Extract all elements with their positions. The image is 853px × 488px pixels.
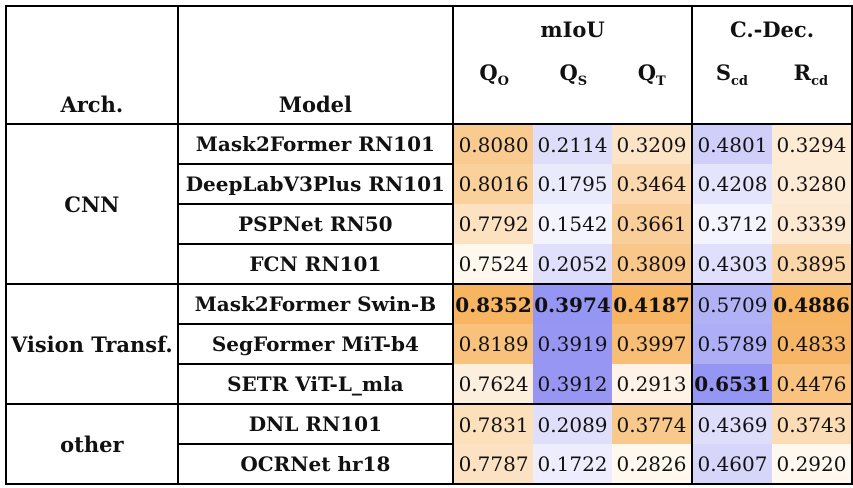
col-header-qo: QO [479, 60, 509, 90]
model-name-cell: PSPNet RN50 [176, 203, 455, 245]
value-cell: 0.7524 [452, 244, 534, 285]
value-cell: 0.3280 [771, 164, 853, 204]
value-cell: 0.2826 [612, 444, 693, 485]
miou-group-header: mIoU QO QS QT [452, 5, 693, 125]
model-name-cell: SETR ViT-L_mla [176, 363, 455, 405]
value-cell: 0.1542 [533, 204, 613, 244]
value-cell: 0.4369 [690, 403, 772, 444]
value-cell: 0.3712 [690, 204, 772, 244]
col-header-qs: QS [559, 60, 588, 90]
value-cell: 0.1722 [533, 444, 613, 485]
value-cell: 0.6531 [690, 364, 772, 405]
value-cell: 0.8352 [452, 283, 534, 324]
table-row: SegFormer MiT-b4 0.8189 0.3919 0.3997 0.5789… [6, 323, 853, 365]
table-row: OCRNet hr18 0.7787 0.1722 0.2826 0.4607 0.292… [6, 443, 853, 485]
value-cell: 0.1795 [533, 164, 613, 204]
arch-header: Arch. [5, 5, 179, 125]
value-cell: 0.8016 [452, 164, 534, 204]
value-cell: 0.4607 [690, 444, 772, 485]
value-cell: 0.3743 [771, 403, 853, 444]
value-cell: 0.3294 [771, 123, 853, 164]
value-cell: 0.4833 [771, 324, 853, 364]
value-cell: 0.4476 [771, 364, 853, 405]
value-cell: 0.4801 [690, 123, 772, 164]
results-table: Arch. Model mIoU QO QS QT C.-Dec. Scd Rc… [5, 5, 853, 485]
arch-group-label: Vision Transf. [5, 283, 179, 405]
value-cell: 0.7624 [452, 364, 534, 405]
value-cell: 0.4208 [690, 164, 772, 204]
value-cell: 0.3209 [612, 123, 693, 164]
miou-label: mIoU [540, 17, 605, 42]
value-cell: 0.7831 [452, 403, 534, 444]
value-cell: 0.3919 [533, 324, 613, 364]
value-cell: 0.3339 [771, 204, 853, 244]
table-row: CNN Mask2Former RN101 0.8080 0.2114 0.3209 0.… [5, 123, 853, 285]
value-cell: 0.3997 [612, 324, 693, 364]
value-cell: 0.2052 [533, 244, 613, 285]
col-header-rcd: Rcd [793, 60, 829, 90]
arch-group-label: CNN [5, 123, 179, 285]
model-name-cell: FCN RN101 [176, 243, 455, 285]
arch-group-label: other [5, 403, 179, 485]
value-cell: 0.7792 [452, 204, 534, 244]
value-cell: 0.4187 [612, 283, 693, 324]
value-cell: 0.5789 [690, 324, 772, 364]
value-cell: 0.3661 [612, 204, 693, 244]
value-cell: 0.8080 [452, 123, 534, 164]
value-cell: 0.3912 [533, 364, 613, 405]
cdec-label: C.-Dec. [729, 17, 815, 42]
value-cell: 0.7787 [452, 444, 534, 485]
table-row: PSPNet RN50 0.7792 0.1542 0.3661 0.3712 0.333… [6, 203, 853, 245]
table-row: other DNL RN101 0.7831 0.2089 0.3774 0.4369 0.… [5, 403, 853, 485]
value-cell: 0.4303 [690, 244, 772, 285]
model-name-cell: DNL RN101 [176, 403, 455, 445]
value-cell: 0.3974 [533, 283, 613, 324]
value-cell: 0.2114 [533, 123, 613, 164]
value-cell: 0.3464 [612, 164, 693, 204]
model-name-cell: DeepLabV3Plus RN101 [176, 163, 455, 205]
value-cell: 0.8189 [452, 324, 534, 364]
table-row: DeepLabV3Plus RN101 0.8016 0.1795 0.3464 0.4… [6, 163, 853, 205]
value-cell: 0.3809 [612, 244, 693, 285]
value-cell: 0.5709 [690, 283, 772, 324]
model-name-cell: Mask2Former Swin-B [176, 283, 455, 325]
value-cell: 0.4886 [771, 283, 853, 324]
value-cell: 0.3774 [612, 403, 693, 444]
table-row: SETR ViT-L_mla 0.7624 0.3912 0.2913 0.6531 0.… [6, 363, 853, 405]
value-cell: 0.2913 [612, 364, 693, 405]
value-cell: 0.2089 [533, 403, 613, 444]
col-header-scd: Scd [715, 60, 748, 90]
table-body: CNN Mask2Former RN101 0.8080 0.2114 0.3209 0.… [5, 123, 853, 485]
model-name-cell: OCRNet hr18 [176, 443, 455, 485]
table-row: FCN RN101 0.7524 0.2052 0.3809 0.4303 0.3895 [6, 243, 853, 285]
table-row: Vision Transf. Mask2Former Swin-B 0.8352 0.… [5, 283, 853, 405]
value-cell: 0.2920 [771, 444, 853, 485]
model-name-cell: SegFormer MiT-b4 [176, 323, 455, 365]
model-header: Model [176, 5, 455, 125]
model-name-cell: Mask2Former RN101 [176, 123, 455, 165]
cdec-group-header: C.-Dec. Scd Rcd [690, 5, 853, 125]
value-cell: 0.3895 [771, 244, 853, 285]
col-header-qt: QT [637, 60, 666, 90]
